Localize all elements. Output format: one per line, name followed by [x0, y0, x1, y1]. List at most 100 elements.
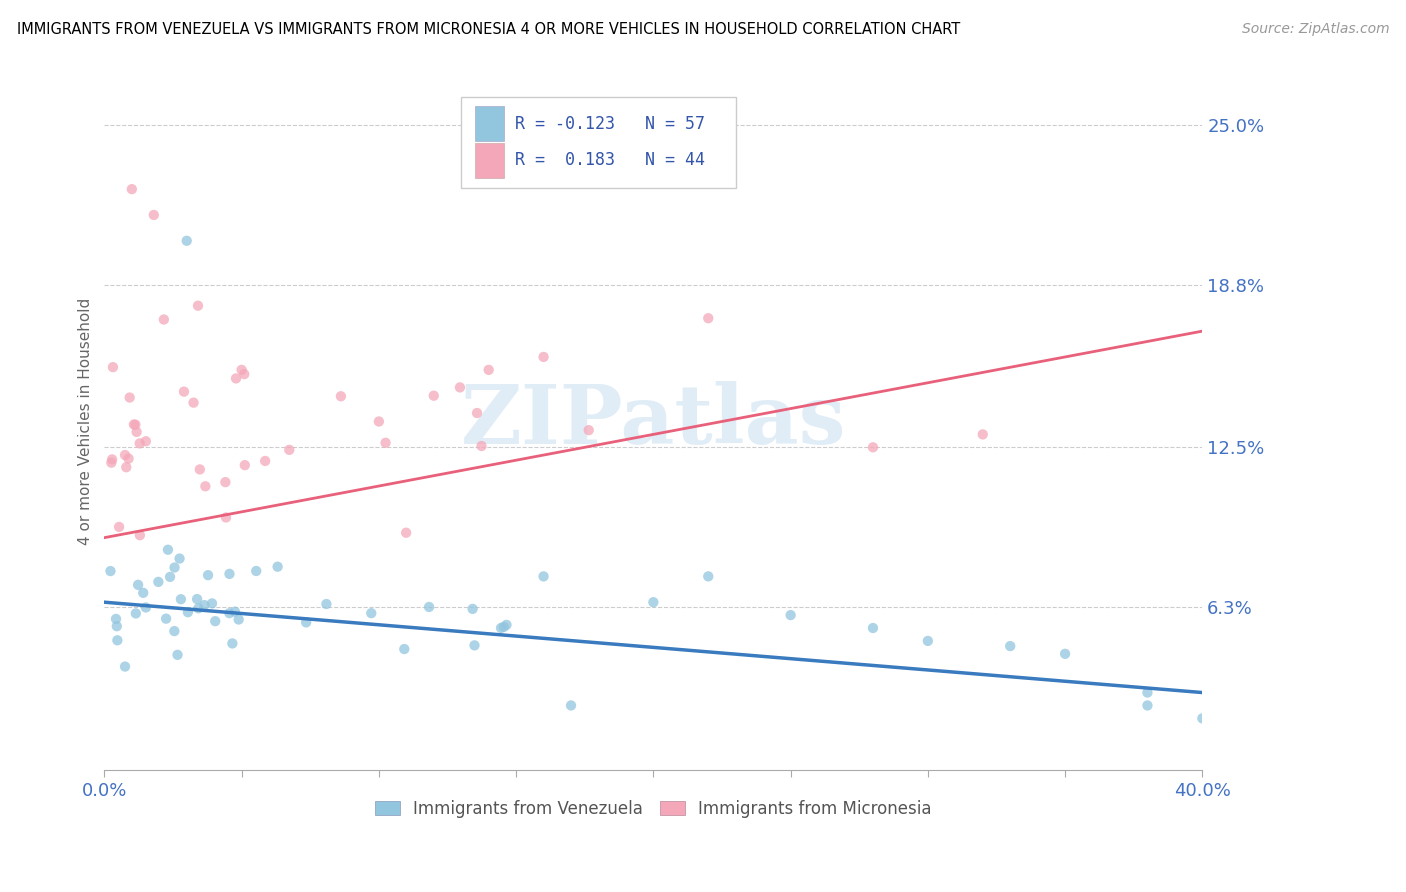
FancyBboxPatch shape: [475, 106, 503, 141]
Point: [108, 520, 131, 534]
Point: [170, 592, 193, 607]
Point: [779, 608, 801, 623]
Point: [193, 598, 215, 612]
Point: [101, 360, 124, 375]
Point: [367, 415, 389, 429]
Legend: Immigrants from Venezuela, Immigrants from Micronesia: Immigrants from Venezuela, Immigrants fr…: [368, 793, 938, 824]
Point: [233, 367, 256, 381]
Point: [315, 597, 337, 611]
Point: [173, 384, 195, 399]
Point: [104, 612, 127, 626]
Point: [100, 564, 122, 578]
Point: [163, 624, 186, 639]
Point: [395, 525, 418, 540]
Point: [148, 574, 170, 589]
Text: ZIPatlas: ZIPatlas: [461, 382, 846, 461]
Point: [254, 454, 277, 468]
Point: [124, 417, 146, 432]
Point: [374, 435, 396, 450]
Point: [266, 559, 288, 574]
Point: [169, 551, 191, 566]
Point: [183, 395, 205, 409]
Point: [187, 299, 209, 313]
Point: [998, 639, 1021, 653]
Point: [423, 389, 446, 403]
Point: [533, 350, 555, 364]
Point: [156, 542, 179, 557]
Point: [142, 208, 165, 222]
Point: [117, 451, 139, 466]
Point: [214, 475, 236, 490]
Point: [114, 659, 136, 673]
Point: [114, 448, 136, 462]
Point: [153, 312, 176, 326]
Point: [135, 434, 157, 449]
Point: [176, 234, 198, 248]
Point: [166, 648, 188, 662]
Point: [917, 634, 939, 648]
Point: [295, 615, 318, 630]
Point: [465, 406, 488, 420]
Point: [159, 570, 181, 584]
Point: [225, 371, 247, 385]
Point: [697, 569, 720, 583]
Point: [127, 578, 149, 592]
Point: [492, 620, 515, 634]
Point: [862, 621, 884, 635]
Point: [394, 642, 416, 657]
Point: [560, 698, 582, 713]
Point: [643, 595, 665, 609]
Point: [862, 440, 884, 454]
Point: [470, 439, 492, 453]
Y-axis label: 4 or more Vehicles in Household: 4 or more Vehicles in Household: [79, 298, 93, 545]
Point: [1054, 647, 1077, 661]
Point: [118, 391, 141, 405]
Point: [489, 621, 512, 635]
Point: [155, 612, 177, 626]
Point: [360, 606, 382, 620]
Point: [329, 389, 352, 403]
Point: [215, 510, 238, 524]
Point: [495, 618, 517, 632]
Point: [461, 602, 484, 616]
Point: [533, 569, 555, 583]
Point: [478, 363, 501, 377]
Point: [231, 363, 253, 377]
Text: IMMIGRANTS FROM VENEZUELA VS IMMIGRANTS FROM MICRONESIA 4 OR MORE VEHICLES IN HO: IMMIGRANTS FROM VENEZUELA VS IMMIGRANTS …: [17, 22, 960, 37]
Point: [101, 452, 124, 467]
Point: [221, 636, 243, 650]
Point: [233, 458, 256, 472]
Point: [418, 599, 440, 614]
Point: [972, 427, 994, 442]
Point: [224, 605, 246, 619]
Point: [194, 479, 217, 493]
Point: [105, 619, 128, 633]
Text: Source: ZipAtlas.com: Source: ZipAtlas.com: [1241, 22, 1389, 37]
Point: [115, 460, 138, 475]
Point: [186, 592, 208, 607]
Point: [218, 606, 240, 620]
Point: [128, 436, 150, 450]
Point: [125, 607, 148, 621]
Point: [1136, 698, 1159, 713]
Point: [197, 568, 219, 582]
Point: [245, 564, 267, 578]
Point: [578, 423, 600, 437]
Point: [187, 601, 209, 615]
Point: [132, 586, 155, 600]
Point: [228, 613, 250, 627]
Point: [1136, 685, 1159, 699]
Point: [135, 600, 157, 615]
Point: [163, 560, 186, 574]
Point: [100, 456, 122, 470]
Point: [125, 425, 148, 439]
Point: [278, 442, 301, 457]
Point: [449, 380, 471, 394]
Point: [204, 614, 226, 628]
Point: [188, 462, 211, 476]
Text: R = -0.123   N = 57: R = -0.123 N = 57: [515, 114, 704, 133]
Point: [122, 417, 145, 432]
Point: [128, 528, 150, 542]
FancyBboxPatch shape: [475, 144, 503, 178]
Point: [105, 633, 128, 648]
